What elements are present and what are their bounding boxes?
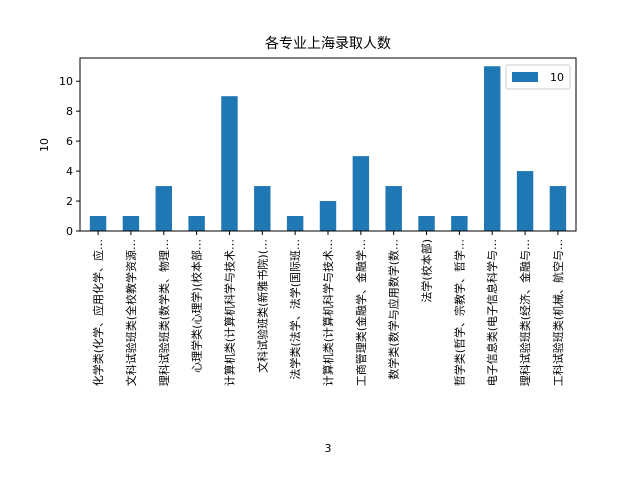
x-tick-label: 理科试验班类(数学类、物理… (157, 239, 171, 386)
bar (451, 216, 468, 231)
y-tick-label: 0 (66, 225, 73, 238)
legend-label: 10 (550, 71, 564, 84)
y-tick-label: 4 (66, 165, 73, 178)
bar (549, 186, 567, 231)
bars-group (89, 66, 567, 232)
bar (254, 186, 271, 231)
x-tick-label: 理科试验班类(经济、金融与… (518, 239, 532, 386)
x-tick-label: 工商管理类(金融学、金融学… (354, 239, 368, 386)
bar (352, 156, 370, 231)
x-tick-label: 哲学类(哲学、宗教学、哲学… (452, 239, 466, 386)
x-tick-label: 工科试验班类(机械、航空与… (551, 239, 565, 386)
legend: 10 (505, 64, 571, 90)
x-axis-label: 3 (325, 442, 332, 455)
y-axis-ticks: 0 2 4 6 8 10 (59, 75, 80, 238)
y-tick-label: 6 (66, 135, 73, 148)
x-tick-label: 计算机类(计算机科学与技术… (321, 239, 335, 386)
x-axis-ticks: 化学类(化学、应用化学、应… 文科试验班类(全校教学资源… 理科试验班类(数学类、物… (91, 231, 565, 386)
bar (484, 66, 501, 232)
x-tick-label: 化学类(化学、应用化学、应… (91, 239, 105, 386)
y-tick-label: 8 (66, 105, 73, 118)
bar (418, 216, 435, 231)
bar (155, 186, 172, 231)
bar (516, 171, 534, 231)
x-tick-label: 法学类(法学、法学(国际班… (288, 239, 302, 380)
x-tick-label: 计算机类(计算机科学与技术… (222, 239, 236, 386)
y-axis-label: 10 (38, 138, 51, 152)
bar (188, 216, 205, 231)
y-tick-label: 10 (59, 75, 73, 88)
x-tick-label: 心理学类(心理学)(校本部… (190, 239, 204, 373)
x-tick-label: 文科试验班类(全校教学资源… (124, 239, 138, 386)
bar (286, 216, 304, 231)
x-tick-label: 数学类(数学与应用数学(数… (387, 239, 401, 380)
legend-swatch (512, 72, 538, 82)
y-tick-label: 2 (66, 195, 73, 208)
x-tick-label: 法学(校本部) (420, 239, 434, 303)
bar (385, 186, 402, 231)
bar (122, 216, 140, 231)
bar (319, 201, 337, 231)
bar (89, 216, 107, 231)
chart-title: 各专业上海录取人数 (265, 36, 391, 52)
plot-frame (79, 57, 577, 232)
x-tick-label: 电子信息类(电子信息科学与… (485, 239, 499, 386)
x-tick-label: 文科试验班类(新雅书院)(… (255, 239, 269, 373)
bar (221, 96, 238, 231)
